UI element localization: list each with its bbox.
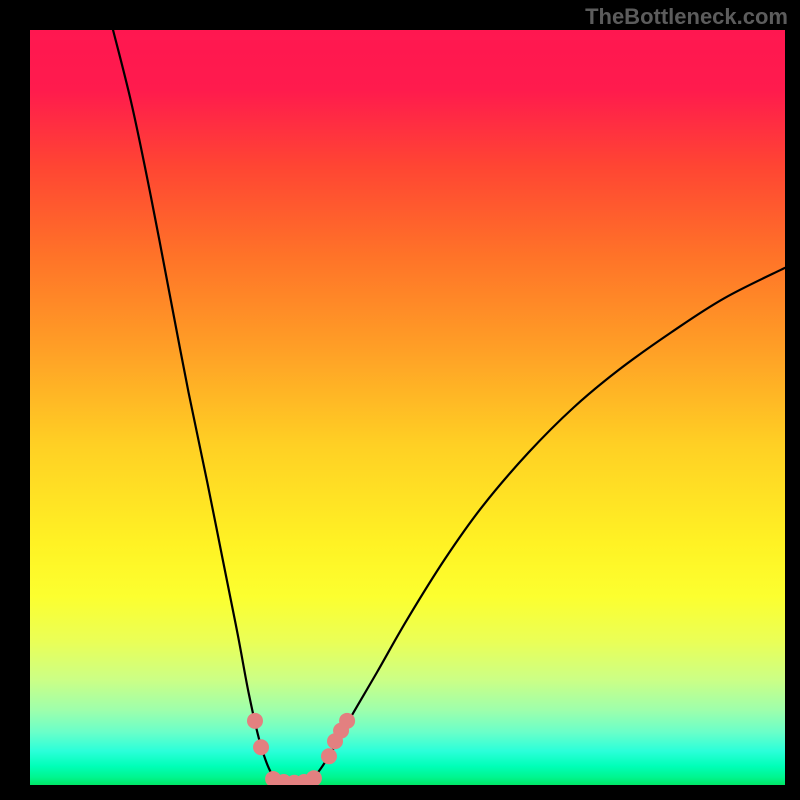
data-marker [321, 748, 337, 764]
data-marker [247, 713, 263, 729]
bottleneck-chart-svg [30, 30, 785, 785]
gradient-background [30, 30, 785, 785]
chart-frame: TheBottleneck.com [0, 0, 800, 800]
plot-area [30, 30, 785, 785]
data-marker [339, 713, 355, 729]
watermark-text: TheBottleneck.com [585, 4, 788, 30]
data-marker [253, 739, 269, 755]
